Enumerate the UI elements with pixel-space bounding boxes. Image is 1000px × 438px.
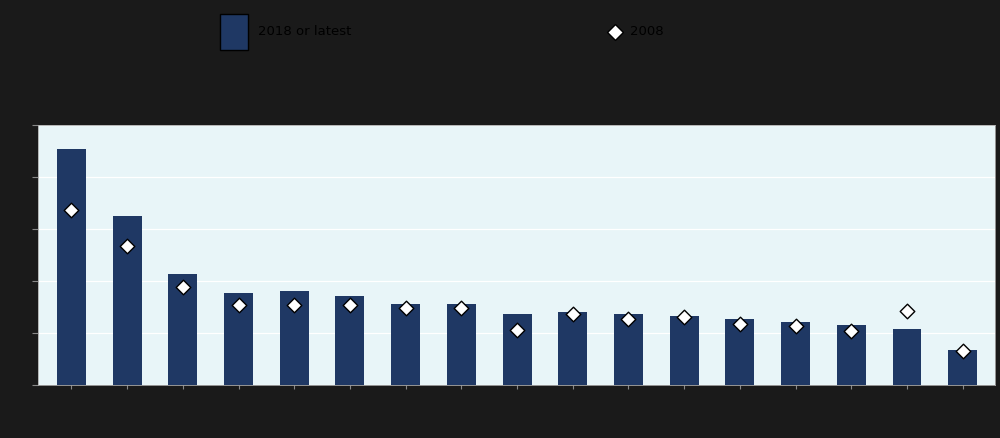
Bar [725, 319, 754, 385]
Bar [280, 290, 309, 385]
Bar [837, 325, 866, 385]
Point [676, 313, 692, 320]
Bar [335, 296, 364, 385]
Point [732, 321, 748, 328]
Point [342, 302, 358, 309]
Bar [503, 314, 532, 385]
Bar [57, 149, 86, 385]
Point [565, 310, 581, 317]
Point [453, 305, 469, 312]
Point [843, 328, 859, 335]
Bar [948, 350, 977, 385]
Point [175, 284, 191, 291]
Bar [168, 274, 197, 385]
Point [286, 302, 302, 309]
Bar [558, 312, 587, 385]
Bar [781, 322, 810, 385]
Point [231, 301, 247, 308]
Point [607, 28, 623, 35]
Point [63, 207, 79, 214]
Bar [391, 304, 420, 385]
Bar [447, 304, 476, 385]
Point [788, 322, 804, 329]
Bar [224, 293, 253, 385]
Bar [670, 316, 699, 385]
Bar [614, 314, 643, 385]
Point [620, 316, 636, 323]
Point [509, 326, 525, 333]
Text: 2018 or latest: 2018 or latest [258, 25, 351, 38]
Bar [113, 215, 142, 385]
Text: 2008: 2008 [630, 25, 664, 38]
Point [398, 304, 414, 311]
Point [119, 243, 135, 250]
Bar [893, 328, 921, 385]
Point [955, 347, 971, 354]
Point [899, 307, 915, 314]
FancyBboxPatch shape [220, 14, 248, 49]
